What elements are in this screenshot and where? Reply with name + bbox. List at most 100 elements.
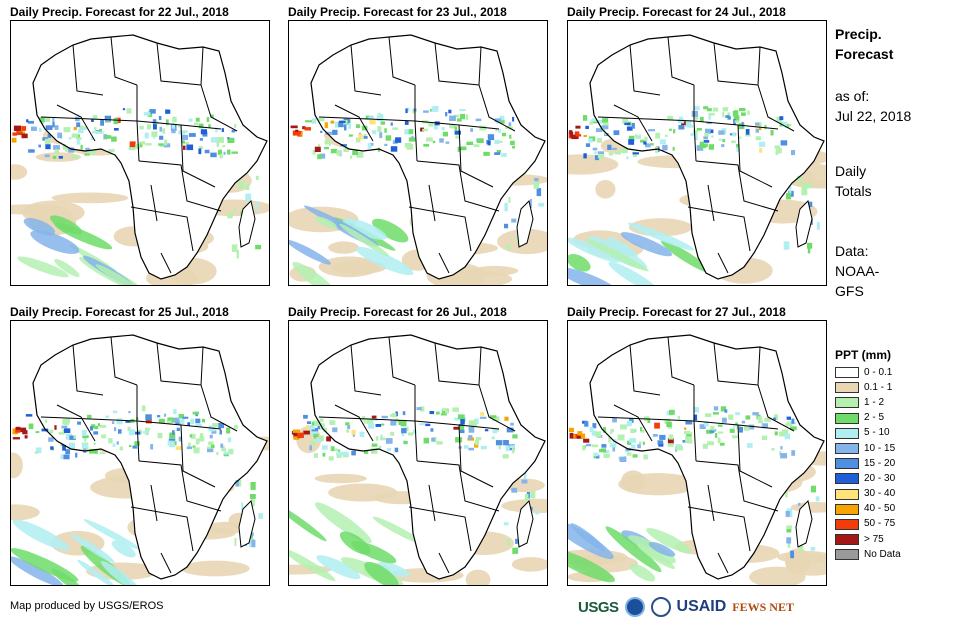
- forecast-panel: Daily Precip. Forecast for 27 Jul., 2018: [567, 304, 837, 594]
- rain-cell: [610, 431, 613, 434]
- rain-cell: [342, 453, 349, 458]
- forecast-panel: Daily Precip. Forecast for 22 Jul., 2018: [10, 4, 280, 294]
- rain-cell: [781, 429, 789, 434]
- rain-cell: [783, 241, 790, 250]
- rain-cell: [222, 145, 226, 148]
- rain-cell: [503, 522, 509, 526]
- heavy-rain-cell: [576, 435, 583, 439]
- legend-item: 50 - 75: [835, 517, 960, 532]
- rain-cell: [453, 114, 459, 118]
- rain-cell: [713, 406, 719, 411]
- heavy-rain-cell: [297, 433, 304, 438]
- panel-title: Daily Precip. Forecast for 24 Jul., 2018: [567, 5, 786, 19]
- rain-cell: [738, 123, 745, 130]
- rain-cell: [524, 494, 529, 502]
- rain-cell: [63, 127, 71, 133]
- rain-cell: [640, 139, 647, 143]
- rain-cell: [144, 132, 149, 139]
- country-border: [350, 344, 382, 396]
- light-precip-area: [11, 164, 28, 180]
- heavy-rain-cell: [302, 126, 306, 130]
- country-border: [438, 252, 450, 274]
- heavy-rain-cell: [21, 126, 27, 131]
- rain-cell: [530, 491, 536, 499]
- rain-cell: [658, 442, 664, 447]
- country-border: [160, 252, 172, 274]
- rain-cell: [652, 434, 658, 437]
- country-border: [200, 384, 238, 432]
- rain-cell: [608, 152, 614, 156]
- footer-credit: Map produced by USGS/EROS: [10, 600, 164, 612]
- rain-cell: [87, 414, 92, 419]
- heavy-rain-cell: [574, 131, 580, 136]
- country-border: [130, 206, 194, 252]
- rain-cell: [158, 116, 162, 121]
- africa-coastline: [310, 334, 546, 580]
- country-border: [717, 252, 729, 274]
- sidebar-data-source: Data: NOAA- GFS: [835, 241, 879, 301]
- ocean-precip-band: [316, 555, 361, 580]
- rain-cell: [325, 131, 332, 135]
- rain-cell: [475, 437, 482, 441]
- rain-cell: [139, 142, 143, 148]
- rain-cell: [685, 420, 693, 425]
- country-border: [138, 460, 222, 512]
- rain-cell: [708, 144, 714, 150]
- rain-cell: [453, 426, 461, 430]
- rain-cell: [367, 143, 372, 149]
- rain-cell: [770, 130, 774, 136]
- rain-cell: [448, 109, 452, 114]
- rain-cell: [807, 242, 813, 249]
- rain-cell: [664, 134, 668, 137]
- rain-cell: [733, 119, 737, 125]
- rain-cell: [375, 436, 379, 441]
- rain-cell: [491, 436, 495, 440]
- rain-cell: [700, 116, 704, 122]
- rain-cell: [779, 116, 784, 121]
- rain-cell: [376, 115, 384, 121]
- africa-coastline: [589, 34, 825, 280]
- rain-cell: [454, 130, 461, 135]
- rain-cell: [468, 420, 476, 426]
- rain-cell: [384, 143, 388, 146]
- rain-cell: [441, 409, 448, 411]
- rain-cell: [612, 417, 617, 423]
- rain-cell: [153, 135, 156, 139]
- legend-label: 5 - 10: [864, 427, 890, 439]
- madagascar-outline: [795, 200, 813, 248]
- rain-cell: [477, 138, 484, 143]
- rain-cell: [426, 137, 433, 142]
- rain-cell: [211, 430, 217, 434]
- rain-cell: [317, 154, 322, 160]
- rain-cell: [475, 439, 480, 446]
- rain-cell: [613, 130, 620, 136]
- ocean-precip-band: [608, 261, 661, 285]
- rain-cell: [736, 147, 740, 152]
- rain-cell: [106, 118, 109, 122]
- rain-cell: [188, 133, 196, 137]
- rain-cell: [153, 124, 157, 130]
- rain-cell: [28, 423, 34, 430]
- rain-cell: [466, 141, 474, 146]
- rain-cell: [628, 135, 635, 142]
- country-border: [629, 44, 661, 96]
- rain-cell: [759, 122, 762, 129]
- heavy-rain-cell: [21, 133, 28, 139]
- sidebar-data-line2: NOAA-: [835, 263, 880, 279]
- rain-cell: [597, 151, 605, 154]
- rain-cell: [122, 108, 126, 111]
- country-border: [334, 404, 374, 442]
- rain-cell: [498, 129, 502, 133]
- rain-cell: [377, 112, 381, 115]
- rain-cell: [773, 417, 777, 421]
- rain-cell: [780, 453, 788, 459]
- rain-cell: [326, 436, 331, 442]
- rain-cell: [167, 417, 173, 421]
- rain-cell: [98, 423, 101, 427]
- rain-cell: [380, 437, 386, 441]
- rain-cell: [119, 446, 123, 451]
- rain-cell: [210, 114, 214, 118]
- sidebar-asof: as of: Jul 22, 2018: [835, 86, 911, 126]
- rain-cell: [82, 435, 89, 438]
- rain-cell: [586, 443, 592, 447]
